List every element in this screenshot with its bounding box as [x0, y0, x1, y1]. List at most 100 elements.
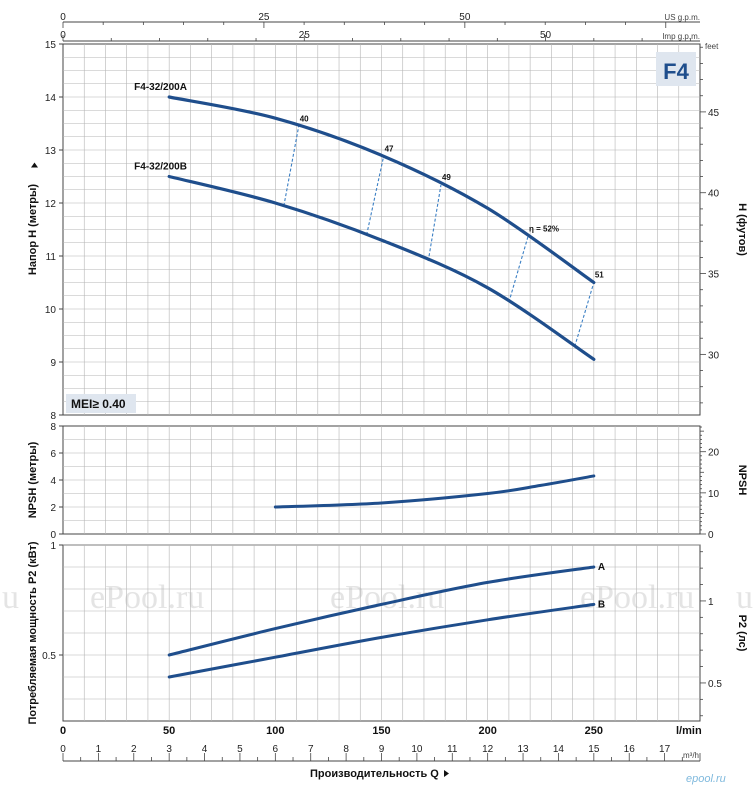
x-tick-label-m3h: 3 — [166, 744, 172, 755]
head-curve-a — [167, 95, 596, 285]
y-axis-title-left: Потребляемая мощность P2 (кВт) — [27, 541, 39, 724]
right-tick-label: 45 — [708, 108, 720, 119]
x-tick-label-m3h: 4 — [202, 744, 208, 755]
model-badge-text: F4 — [663, 59, 689, 84]
y-tick-label: 8 — [50, 411, 56, 422]
y-axis-title-left: NPSH (метры) — [27, 441, 39, 518]
watermarks: ePool.ru ePool.ru ePool.ru u u — [2, 579, 753, 616]
efficiency-label: 47 — [385, 144, 394, 153]
epool-logo: epool.ru — [686, 773, 726, 785]
y-axis-title-right: H (футов) — [736, 203, 748, 256]
right-tick-label: 0 — [708, 530, 714, 541]
x-tick-label-m3h: 1 — [96, 744, 102, 755]
right-tick-label: 40 — [708, 189, 720, 200]
x-tick-label-m3h: 8 — [343, 744, 349, 755]
x-tick-label-lmin: 200 — [478, 725, 496, 737]
x-tick-label-lmin: 50 — [163, 725, 175, 737]
x-tick-label-m3h: 5 — [237, 744, 243, 755]
head-panel: 8 9 10 11 12 13 14 15 30 35 40 45 Напор H (метры) H (… — [27, 40, 748, 422]
imp-gpm-tick-label: 0 — [60, 30, 66, 41]
right-tick-label: 1 — [708, 597, 714, 608]
us-gpm-label: US g.p.m. — [664, 13, 700, 22]
x-tick-label-lmin: 0 — [60, 725, 66, 737]
x-tick-label-m3h: 12 — [482, 744, 494, 755]
right-tick-label: 30 — [708, 350, 720, 361]
x-tick-label-m3h: 0 — [60, 744, 66, 755]
model-badge: F4 — [656, 52, 696, 86]
efficiency-line — [366, 156, 385, 236]
x-tick-label-m3h: 9 — [379, 744, 385, 755]
x-tick-label-lmin: 100 — [266, 725, 284, 737]
y-tick-label: 6 — [50, 449, 56, 460]
imp-gpm-tick-label: 50 — [540, 30, 552, 41]
series-label: F4-32/200B — [134, 162, 187, 173]
y-tick-label: 8 — [50, 422, 56, 433]
y-tick-label: 0.5 — [42, 651, 56, 662]
x-axis-arrow-icon — [444, 770, 449, 777]
right-tick-label: 35 — [708, 270, 720, 281]
x-tick-label-m3h: 13 — [517, 744, 529, 755]
series-label: B — [598, 599, 605, 610]
x-tick-label-m3h: 16 — [624, 744, 636, 755]
efficiency-line — [574, 282, 595, 347]
x-tick-label-m3h: 14 — [553, 744, 565, 755]
x-tick-label-m3h: 6 — [273, 744, 279, 755]
y-tick-label: 2 — [50, 503, 56, 514]
y-axis-title-right: P2 (лс) — [736, 615, 748, 652]
watermark-2: ePool.ru — [330, 579, 444, 616]
power-curve-b — [167, 602, 596, 679]
y-tick-label: 13 — [45, 146, 57, 157]
bottom-axes: Производительность Q l/min m³/h 0 50 100 15… — [60, 725, 702, 780]
watermark-1: ePool.ru — [90, 579, 204, 616]
y-axis-title-left: Напор H (метры) — [27, 184, 39, 275]
y-tick-label: 9 — [50, 358, 56, 369]
efficiency-line — [427, 184, 442, 262]
x-tick-label-lmin: 250 — [585, 725, 603, 737]
x-tick-label-lmin: 150 — [372, 725, 390, 737]
y-tick-label: 11 — [46, 252, 57, 263]
y-axis-title-right: NPSH — [736, 465, 748, 496]
efficiency-label: 49 — [442, 173, 451, 182]
efficiency-line — [508, 236, 529, 303]
x-tick-label-m3h: 2 — [131, 744, 137, 755]
x-axis-title: Производительность Q — [310, 768, 439, 780]
series-label: F4-32/200A — [134, 82, 187, 93]
top-axes: US g.p.m. Imp g.p.m. 0 25 50 0 25 50 — [60, 12, 700, 42]
y-tick-label: 12 — [45, 199, 57, 210]
head-curve-b — [167, 174, 596, 361]
imp-gpm-tick-label: 25 — [299, 30, 311, 41]
lmin-unit-label: l/min — [676, 725, 702, 737]
x-tick-label-m3h: 15 — [588, 744, 600, 755]
mei-annotation: MEI≥ 0.40 — [66, 394, 136, 413]
y-axis-arrow-icon — [31, 162, 38, 168]
us-gpm-tick-label: 50 — [459, 12, 471, 23]
feet-unit-label: feet — [705, 42, 719, 51]
x-tick-label-m3h: 7 — [308, 744, 314, 755]
efficiency-label: 40 — [300, 114, 309, 123]
efficiency-label: 51 — [595, 271, 604, 280]
y-tick-label: 10 — [45, 305, 57, 316]
x-tick-label-m3h: 10 — [411, 744, 423, 755]
series-label: A — [598, 562, 605, 573]
power-panel: 0.5 1 0.5 1 Потребляемая мощность P2 (кВт) P2… — [27, 541, 748, 724]
right-tick-label: 20 — [708, 448, 720, 459]
y-tick-label: 14 — [45, 93, 57, 104]
watermark-edge-right: u — [736, 579, 753, 616]
watermark-3: ePool.ru — [580, 579, 694, 616]
watermark-edge-left: u — [2, 579, 19, 616]
y-tick-label: 15 — [45, 40, 57, 51]
npsh-curve — [273, 474, 596, 509]
imp-gpm-label: Imp g.p.m. — [662, 32, 700, 41]
m3h-unit-label: m³/h — [683, 751, 699, 760]
y-tick-label: 4 — [50, 476, 56, 487]
mei-annotation-text: MEI≥ 0.40 — [71, 397, 126, 411]
us-gpm-tick-label: 0 — [60, 12, 66, 23]
x-tick-label-m3h: 17 — [659, 744, 671, 755]
efficiency-label: η = 52% — [529, 224, 559, 233]
efficiency-line — [283, 126, 300, 207]
npsh-panel: 0 2 4 6 8 0 10 20 NPSH (метры) NPSH — [27, 422, 748, 541]
x-tick-label-m3h: 11 — [447, 744, 458, 755]
y-tick-label: 0 — [50, 530, 56, 541]
y-tick-label: 1 — [50, 541, 56, 552]
